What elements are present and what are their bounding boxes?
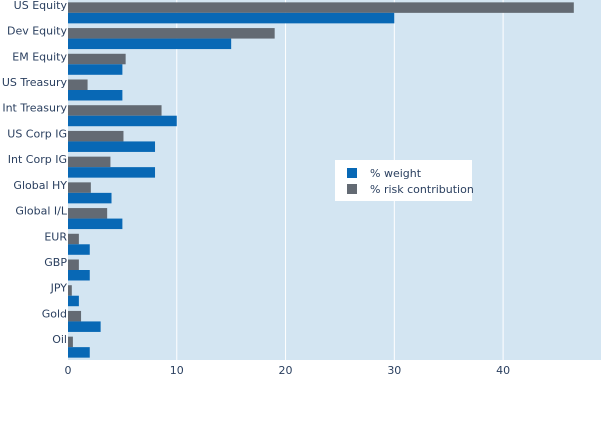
x-tick-label-0: 0	[65, 364, 72, 377]
y-tick-label-6: Int Corp IG	[8, 153, 67, 166]
y-tick-label-11: JPY	[50, 282, 68, 295]
bar-risk-4	[68, 105, 162, 116]
legend-box	[335, 160, 472, 201]
y-tick-label-3: US Treasury	[2, 76, 68, 89]
x-tick-label-20: 20	[279, 364, 293, 377]
legend-label-weight: % weight	[370, 167, 422, 180]
y-tick-label-7: Global HY	[13, 179, 67, 192]
y-axis-labels: US Equity Dev Equity EM Equity US Treasury I…	[2, 0, 68, 346]
legend: % weight % risk contribution	[335, 160, 474, 201]
bar-weight-6	[68, 167, 156, 178]
bar-weight-2	[68, 64, 123, 75]
bar-risk-11	[68, 285, 72, 296]
bar-risk-8	[68, 208, 108, 219]
x-tick-label-40: 40	[496, 364, 510, 377]
y-tick-label-0: US Equity	[14, 0, 68, 12]
bar-weight-12	[68, 321, 101, 332]
bar-weight-7	[68, 192, 112, 204]
y-tick-label-13: Oil	[52, 333, 67, 346]
y-tick-label-2: EM Equity	[12, 50, 67, 63]
y-tick-label-1: Dev Equity	[7, 25, 68, 38]
x-axis-labels: 0 10 20 30 40	[65, 364, 511, 377]
bar-weight-3	[68, 90, 123, 101]
y-tick-label-8: Global I/L	[15, 205, 68, 218]
bar-weight-13	[68, 347, 90, 358]
bar-risk-5	[68, 130, 124, 142]
bar-risk-12	[68, 310, 82, 322]
y-tick-label-5: US Corp IG	[7, 127, 67, 140]
bar-weight-10	[68, 270, 90, 281]
bar-weight-5	[68, 141, 156, 152]
x-tick-label-30: 30	[387, 364, 401, 377]
bar-risk-0	[68, 2, 574, 13]
legend-label-risk: % risk contribution	[370, 183, 474, 196]
bar-risk-1	[68, 28, 275, 39]
y-tick-label-10: GBP	[44, 256, 67, 269]
bar-risk-6	[68, 156, 111, 168]
bar-weight-4	[68, 115, 177, 127]
legend-swatch-risk	[347, 184, 357, 194]
bars	[68, 2, 574, 358]
bar-weight-1	[68, 38, 232, 50]
bar-weight-11	[68, 295, 79, 307]
legend-swatch-weight	[347, 168, 357, 178]
bar-risk-13	[68, 336, 73, 348]
y-tick-label-12: Gold	[42, 307, 67, 320]
bar-weight-0	[68, 12, 395, 24]
bar-weight-9	[68, 244, 90, 255]
bar-risk-7	[68, 182, 91, 193]
bar-risk-10	[68, 259, 79, 270]
x-tick-label-10: 10	[170, 364, 184, 377]
y-tick-label-4: Int Treasury	[2, 102, 67, 115]
plot-background	[68, 0, 601, 360]
bar-risk-9	[68, 233, 79, 245]
y-tick-label-9: EUR	[44, 230, 67, 243]
bar-risk-3	[68, 79, 88, 90]
bar-weight-8	[68, 218, 123, 230]
bar-risk-2	[68, 53, 126, 65]
